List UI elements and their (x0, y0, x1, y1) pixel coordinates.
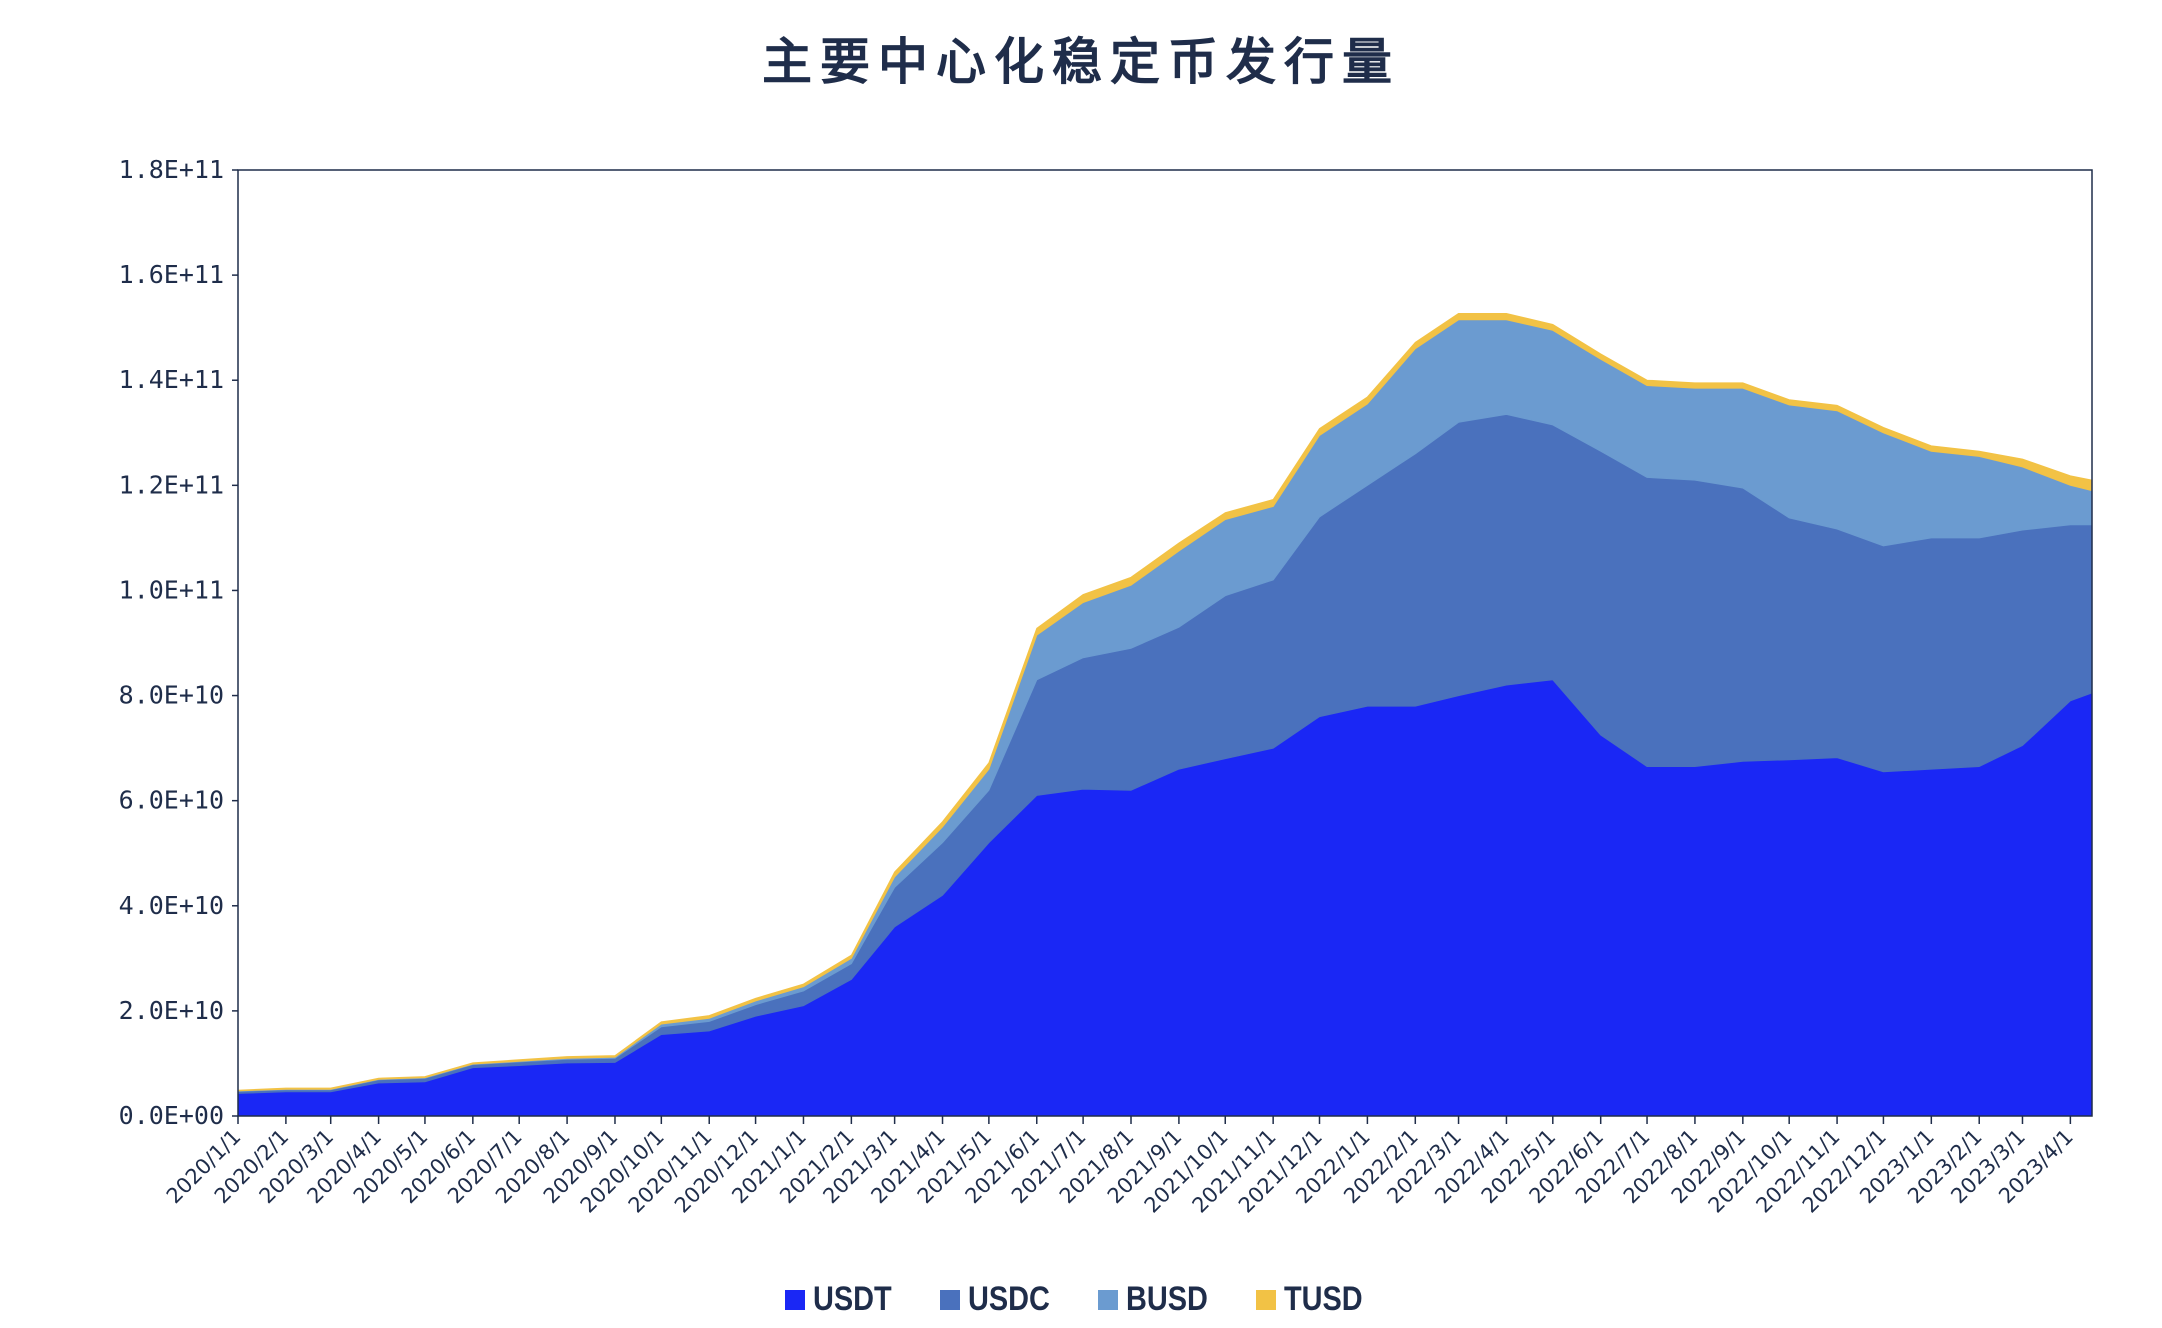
legend-label-busd: BUSD (1126, 1280, 1208, 1318)
y-tick-label: 2.0E+10 (119, 996, 224, 1025)
y-tick-label: 0.0E+00 (119, 1101, 224, 1130)
y-tick-label: 1.2E+11 (119, 470, 224, 499)
legend-item-tusd: TUSD (1256, 1280, 1377, 1319)
y-tick-label: 1.0E+11 (119, 575, 224, 604)
y-tick-label: 4.0E+10 (119, 891, 224, 920)
legend-label-usdc: USDC (967, 1280, 1050, 1318)
y-tick-label: 8.0E+10 (119, 681, 224, 710)
legend-swatch-tusd (1256, 1289, 1277, 1310)
legend: USDT USDC BUSD TUSD (0, 1280, 2162, 1319)
y-tick-label: 1.8E+11 (119, 155, 224, 184)
legend-label-tusd: TUSD (1284, 1280, 1364, 1318)
legend-label-usdt: USDT (813, 1280, 892, 1318)
chart-title: 主要中心化稳定币发行量 (762, 32, 1400, 91)
legend-item-busd: BUSD (1098, 1280, 1222, 1319)
legend-swatch-usdc (939, 1289, 960, 1310)
legend-swatch-busd (1098, 1289, 1118, 1310)
y-tick-label: 1.4E+11 (119, 365, 224, 394)
legend-item-usdc: USDC (939, 1280, 1064, 1319)
area-series-layer (237, 313, 2093, 1117)
plot-frame (237, 169, 2093, 1117)
legend-item-usdt: USDT (785, 1280, 906, 1319)
y-axis: 0.0E+00 2.0E+10 4.0E+10 6.0E+10 8.0E+10 1.0E+… (119, 155, 238, 1130)
y-tick-label: 6.0E+10 (119, 786, 224, 815)
y-tick-label: 1.6E+11 (119, 260, 224, 289)
legend-swatch-usdt (785, 1289, 806, 1310)
x-axis: 2020/1/12020/2/12020/3/12020/4/12020/5/1… (162, 1116, 2078, 1218)
